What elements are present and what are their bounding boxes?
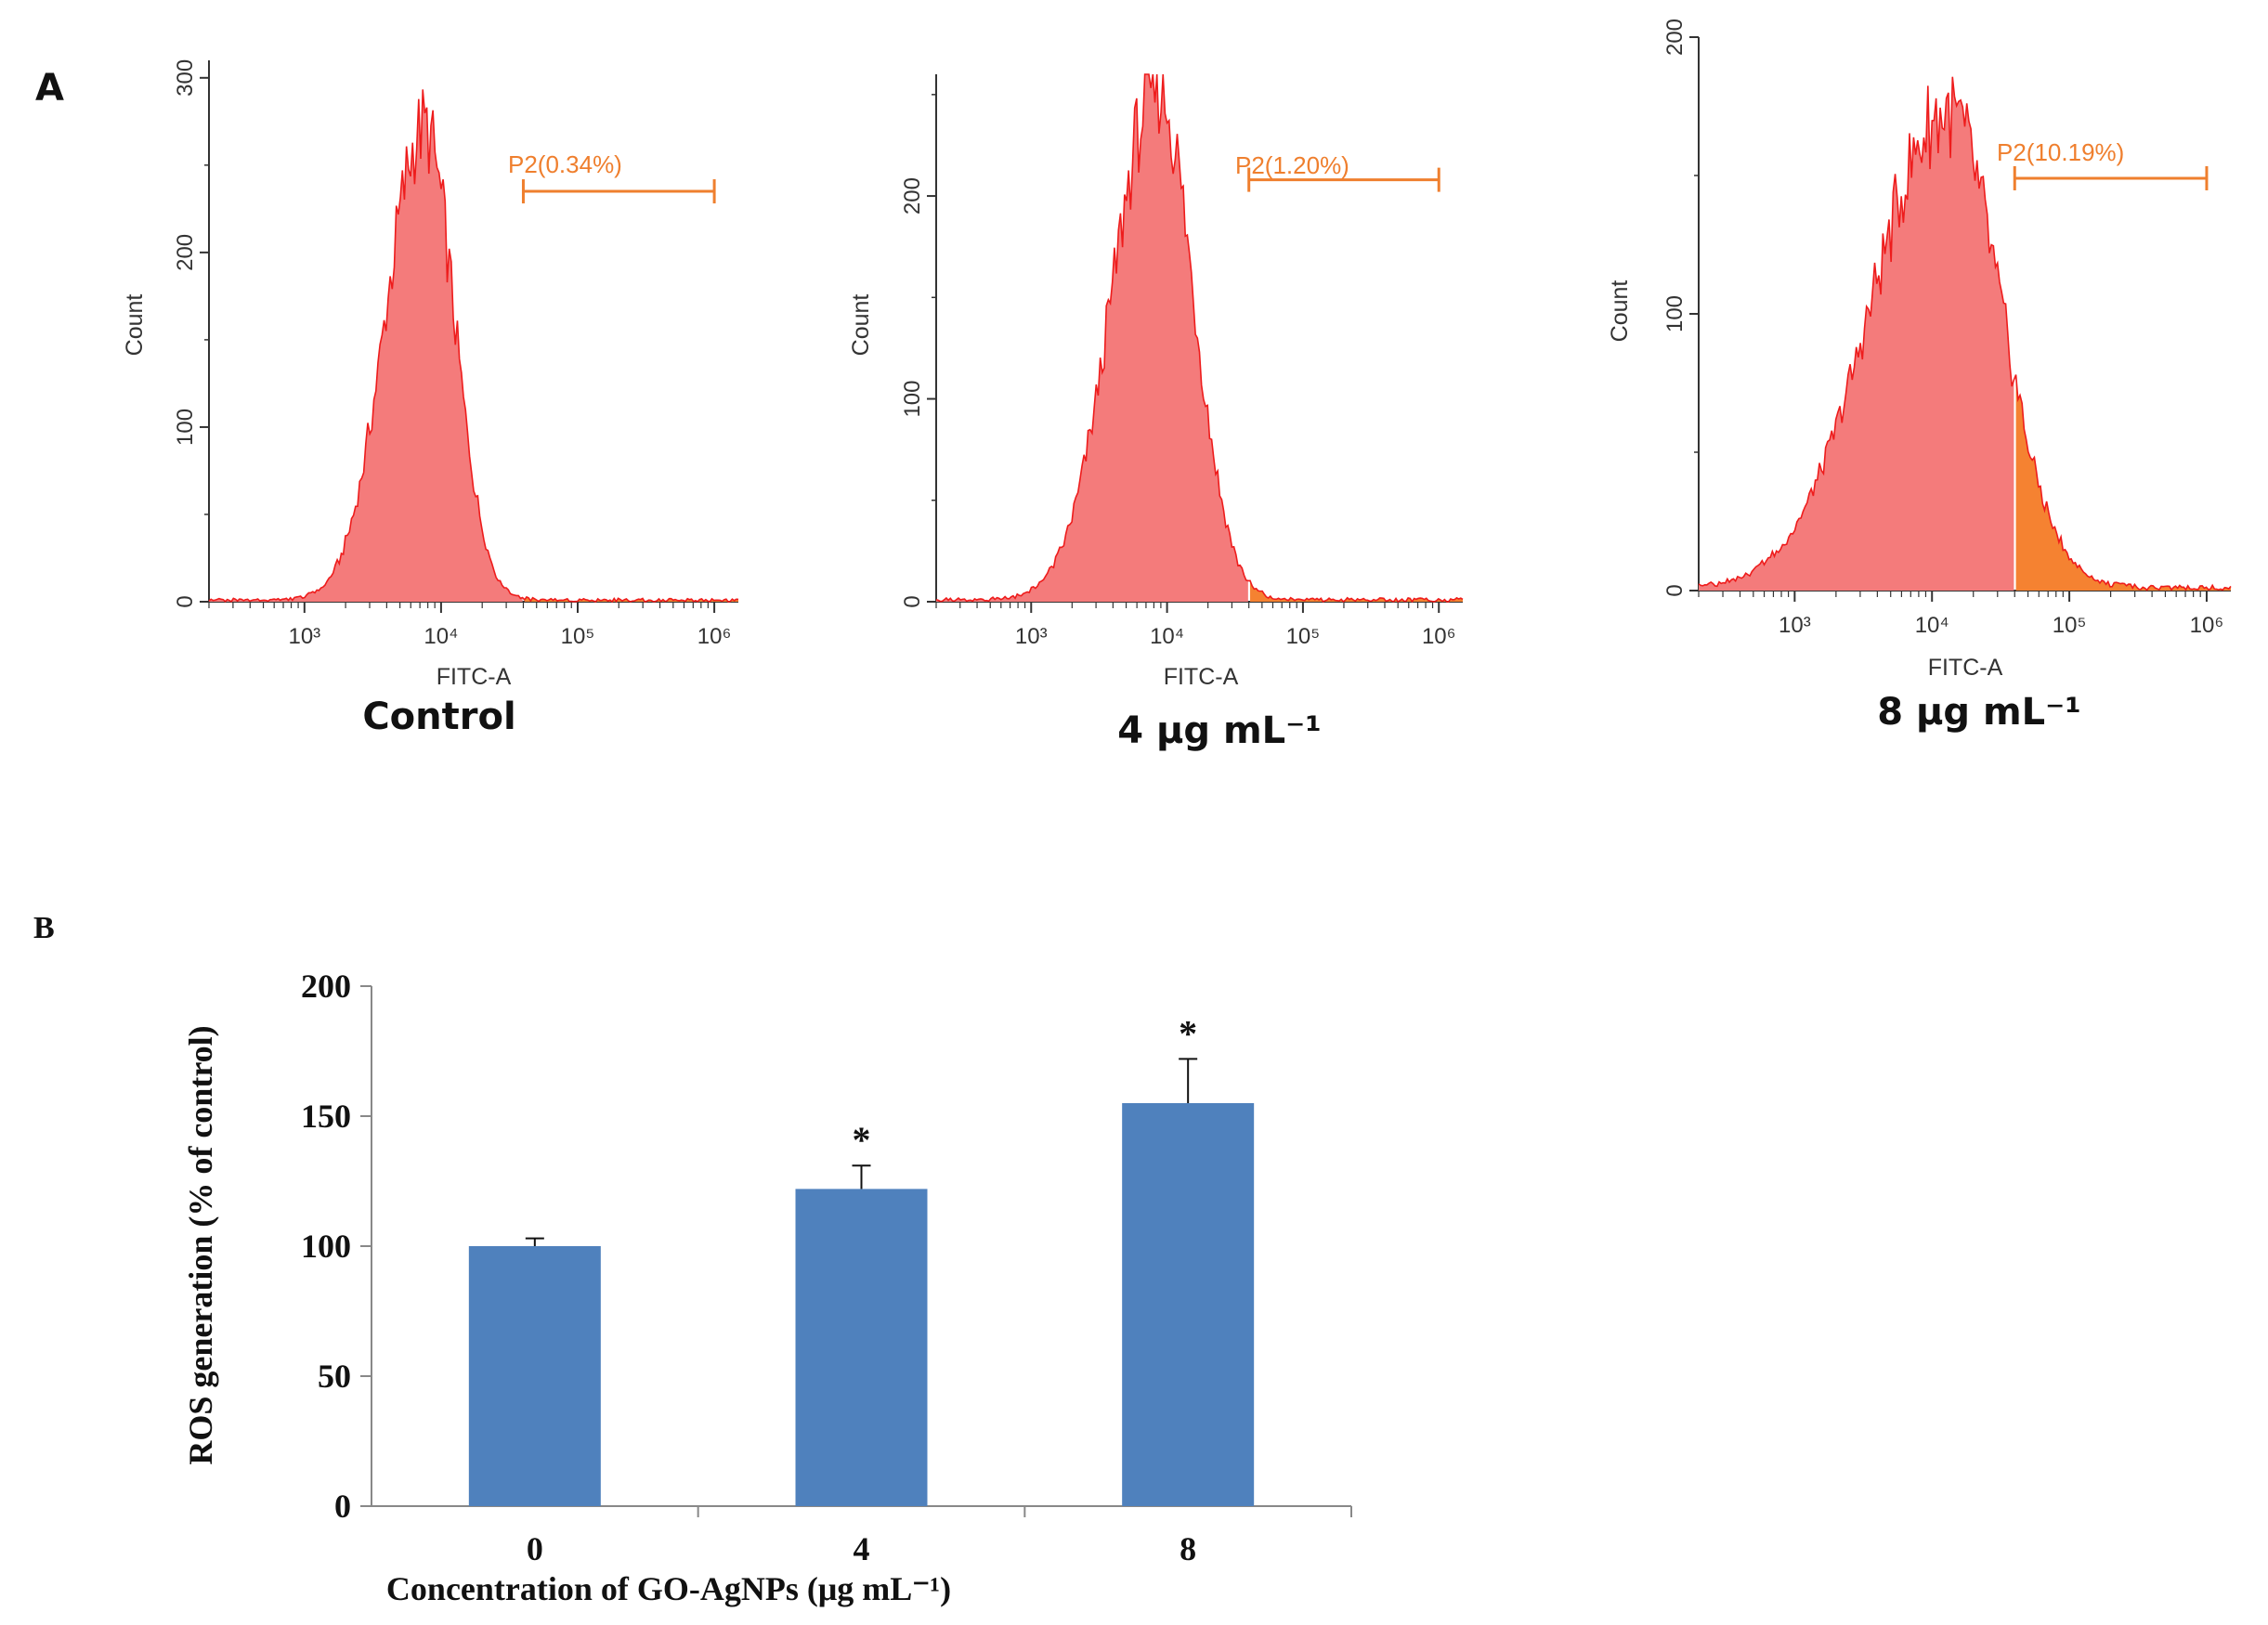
x-tick-label: 10⁴ <box>1915 613 1949 638</box>
histogram-4ug: Count FITC-A 4 μg mL⁻¹ P2(1.20%) 0 100 200… <box>848 73 1464 752</box>
histogram-line <box>208 89 739 604</box>
hist-4ug-ylabel: Count <box>848 294 874 357</box>
y-tick-label: 0 <box>173 595 198 607</box>
hist-4ug-title: 4 μg mL⁻¹ <box>1117 709 1322 752</box>
panel-b-letter: B <box>33 911 55 945</box>
bar-y-tick-label: 200 <box>301 968 351 1005</box>
y-tick-label: 0 <box>900 595 925 607</box>
x-tick-label: 10⁴ <box>1150 624 1184 649</box>
significance-marker: * <box>853 1119 871 1161</box>
hist-8ug-ylabel: Count <box>1607 280 1633 343</box>
histogram-line <box>1698 76 2232 592</box>
x-tick-label: 10⁵ <box>561 624 595 649</box>
bar <box>795 1189 928 1506</box>
bar <box>468 1246 601 1506</box>
bar-xlabel: Concentration of GO-AgNPs (μg mL⁻¹) <box>386 1570 951 1607</box>
bar-x-tick-label: 4 <box>854 1530 870 1567</box>
histogram-fill-main <box>1699 76 2014 591</box>
histogram-control: Count FITC-A Control P2(0.34%) 0 100 200 30… <box>122 59 739 738</box>
histogram-fill-gated <box>1250 580 1463 602</box>
hist-8ug-xlabel: FITC-A <box>1928 655 2003 681</box>
hist-control-ylabel: Count <box>122 294 148 357</box>
hist-8ug-title: 8 μg mL⁻¹ <box>1877 691 2081 734</box>
panel-a-letter: A <box>35 67 64 110</box>
histogram-line <box>935 73 1464 604</box>
x-tick-label: 10⁶ <box>697 624 732 649</box>
x-tick-label: 10³ <box>1015 624 1048 649</box>
y-tick-label: 100 <box>173 409 198 446</box>
y-tick-label: 200 <box>900 177 925 214</box>
bar-ylabel: ROS generation (% of control) <box>182 1025 219 1464</box>
hist-4ug-gate-label: P2(1.20%) <box>1235 151 1349 179</box>
bar-y-tick-label: 50 <box>318 1358 351 1395</box>
hist-control-title: Control <box>362 696 515 738</box>
y-tick-label: 200 <box>173 234 198 271</box>
bar-y-tick-label: 0 <box>334 1488 351 1525</box>
hist-8ug-gate-label: P2(10.19%) <box>1997 138 2124 166</box>
x-tick-label: 10³ <box>288 624 320 649</box>
significance-marker: * <box>1179 1012 1197 1054</box>
histogram-fill-main <box>936 74 1248 602</box>
bar-x-tick-label: 8 <box>1180 1530 1196 1567</box>
x-tick-label: 10⁴ <box>424 624 458 649</box>
y-tick-label: 100 <box>1662 295 1688 332</box>
hist-4ug-xlabel: FITC-A <box>1164 664 1239 690</box>
x-tick-label: 10⁵ <box>2053 613 2087 638</box>
bar-y-tick-label: 150 <box>301 1098 351 1135</box>
histogram-fill-gated <box>2015 374 2231 591</box>
y-tick-label: 0 <box>1662 584 1688 596</box>
histogram-8ug: Count FITC-A 8 μg mL⁻¹ P2(10.19%) 0 100 20… <box>1607 19 2232 734</box>
hist-control-gate-label: P2(0.34%) <box>508 150 622 178</box>
x-tick-label: 10⁶ <box>2190 613 2224 638</box>
ros-bar-chart: ROS generation (% of control) Concentrat… <box>182 968 1352 1607</box>
histogram-fill-main <box>209 89 523 602</box>
y-tick-label: 100 <box>900 381 925 418</box>
y-tick-label: 300 <box>173 59 198 97</box>
x-tick-label: 10³ <box>1779 613 1811 638</box>
y-tick-label: 200 <box>1662 19 1688 56</box>
x-tick-label: 10⁵ <box>1286 624 1321 649</box>
bar-y-tick-label: 100 <box>301 1228 351 1265</box>
bar-x-tick-label: 0 <box>527 1530 543 1567</box>
hist-control-xlabel: FITC-A <box>437 664 512 690</box>
bar <box>1122 1103 1255 1506</box>
x-tick-label: 10⁶ <box>1422 624 1456 649</box>
